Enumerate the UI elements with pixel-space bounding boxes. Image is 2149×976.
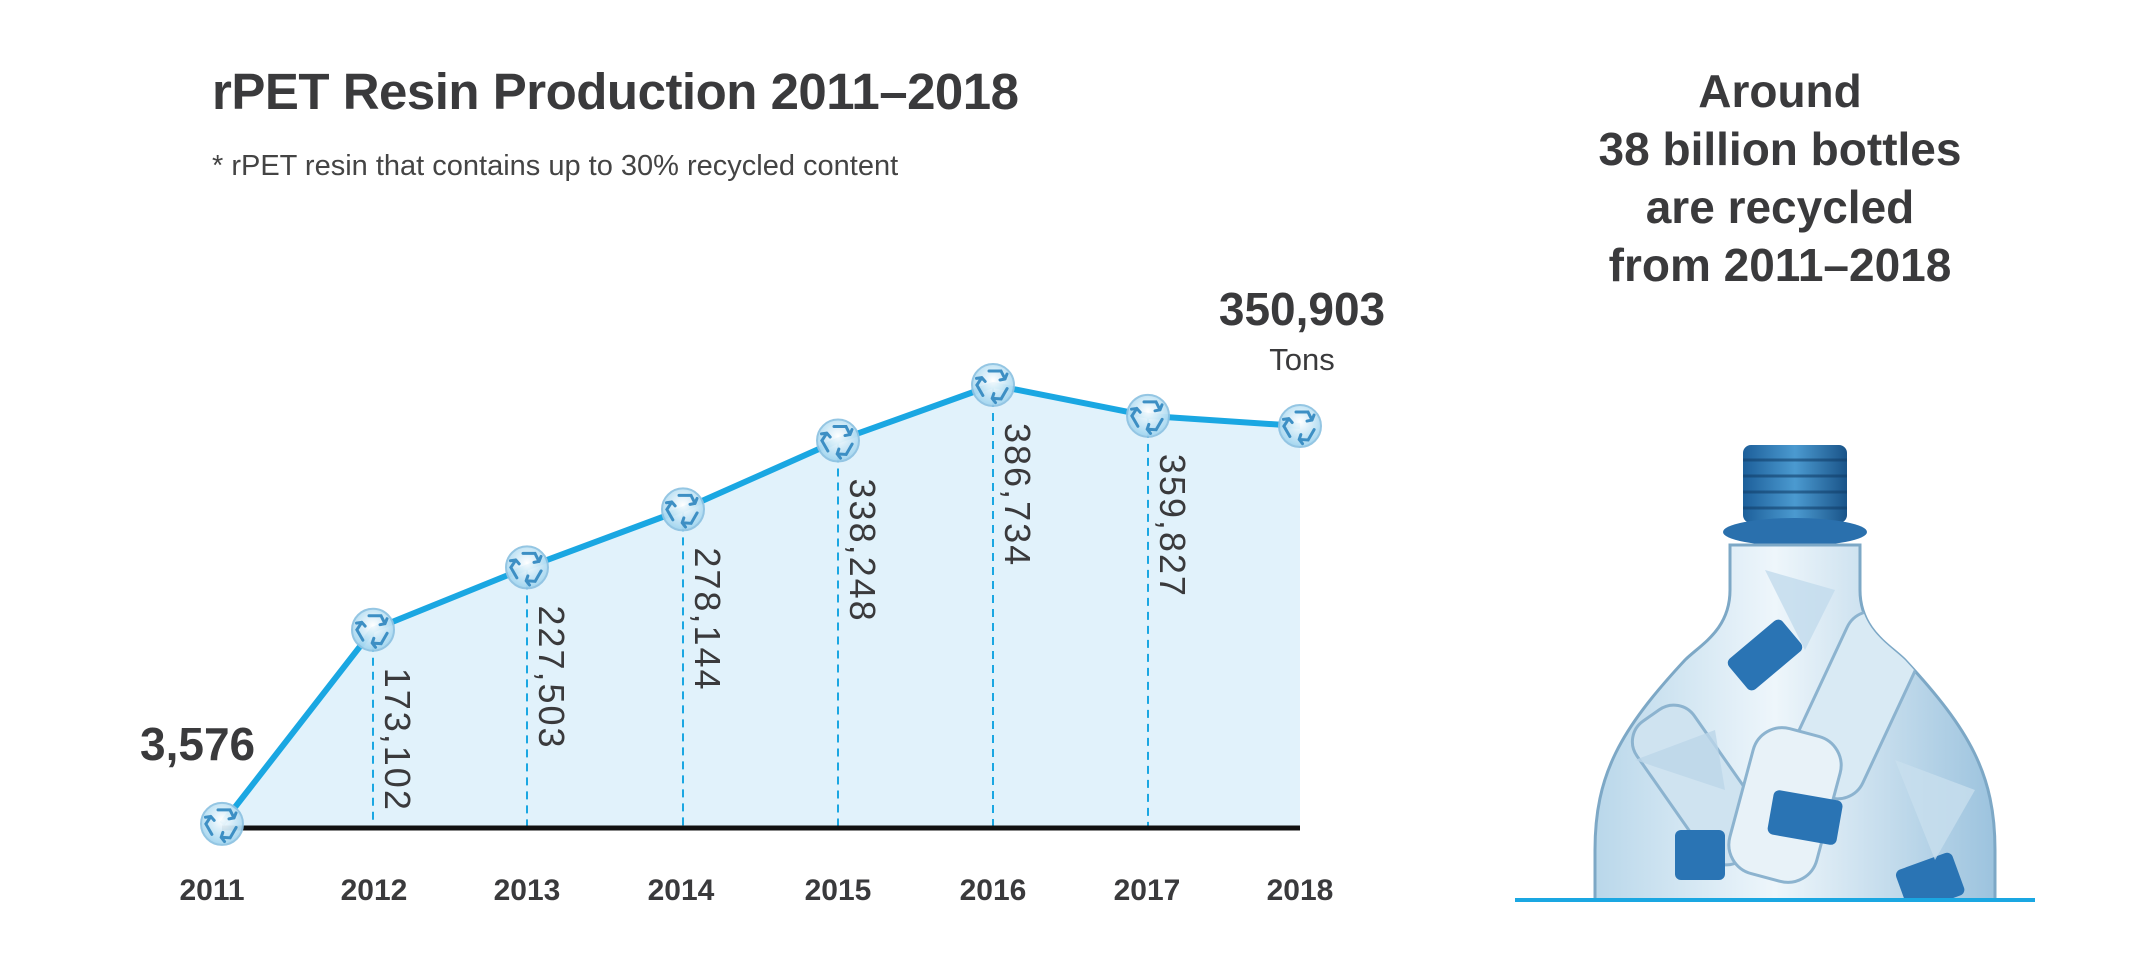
- x-tick-label: 2012: [341, 874, 408, 907]
- data-label-2012: 173,102: [377, 668, 418, 812]
- callout-line-2: 38 billion bottles: [1598, 123, 1962, 175]
- recycle-icon: [1278, 404, 1322, 449]
- data-label-2011: 3,576: [140, 718, 255, 770]
- series-line: [219, 382, 1301, 826]
- x-tick-label: 2017: [1114, 874, 1181, 907]
- x-tick-label: 2016: [960, 874, 1027, 907]
- x-tick-label: 2013: [494, 874, 561, 907]
- chart-subtitle: * rPET resin that contains up to 30% rec…: [212, 150, 899, 182]
- recycled-bottles-callout: Around 38 billion bottles are recycled f…: [1545, 62, 2015, 294]
- bottle-neck-threads: [1743, 445, 1847, 523]
- recycle-icon: [816, 418, 860, 463]
- x-tick-label: 2015: [805, 874, 872, 907]
- recycle-icon: [351, 607, 395, 652]
- callout-line-4: from 2011–2018: [1608, 239, 1952, 291]
- chart-title: rPET Resin Production 2011–2018: [212, 63, 1019, 120]
- data-label-2017: 359,827: [1152, 454, 1193, 598]
- data-label-2014: 278,144: [687, 547, 728, 691]
- bottle-neck-ring: [1723, 518, 1867, 546]
- x-tick-label: 2018: [1267, 874, 1334, 907]
- data-label-2018: 350,903: [1219, 283, 1385, 335]
- data-label-2015: 338,248: [842, 479, 883, 623]
- recycle-icon: [200, 801, 244, 846]
- recycle-icon: [971, 363, 1015, 407]
- line-area-chart: 2011 2012 2013 2014 2015 2016 2017 2018 3,576 17…: [140, 283, 1385, 907]
- x-tick-label: 2011: [179, 874, 244, 907]
- unit-label: Tons: [1269, 342, 1334, 377]
- callout-line-1: Around: [1698, 65, 1862, 117]
- recycle-icon: [661, 487, 705, 532]
- callout-line-3: are recycled: [1645, 181, 1915, 233]
- data-label-2013: 227,503: [531, 605, 572, 749]
- x-tick-label: 2014: [648, 874, 715, 907]
- recycle-icon: [1126, 393, 1170, 438]
- recycle-icon: [505, 545, 549, 590]
- data-label-2016: 386,734: [997, 423, 1038, 567]
- area-fill: [222, 385, 1300, 828]
- bottle-illustration: [1515, 445, 2035, 902]
